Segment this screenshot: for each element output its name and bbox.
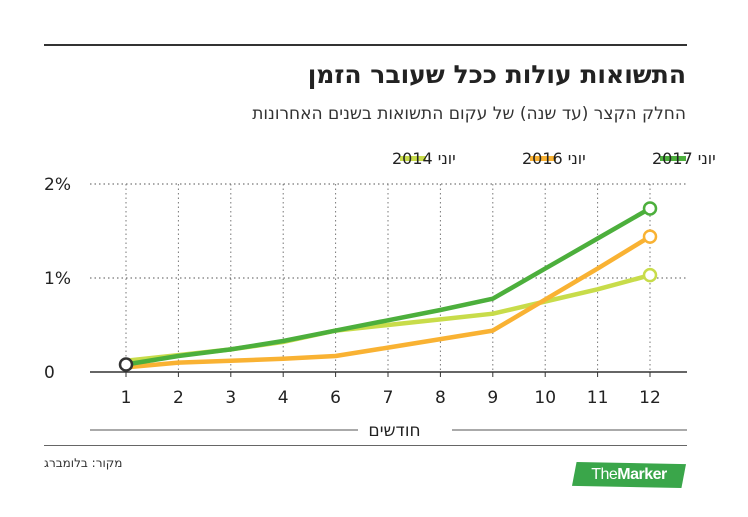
chart-title: התשואות עולות ככל שעובר הזמן: [307, 60, 686, 89]
x-tick-label: 8: [435, 388, 446, 408]
x-tick-label: 2: [173, 388, 184, 408]
logo-text-the: The: [591, 466, 618, 483]
grid: [90, 183, 687, 373]
x-tick-label: 9: [487, 388, 498, 408]
x-axis-title: חודשים: [368, 421, 420, 441]
x-tick-label: 4: [278, 388, 289, 408]
x-tick-label: 6: [330, 388, 341, 408]
x-tick-label: 7: [383, 388, 394, 408]
x-tick-label: 1: [121, 388, 132, 408]
legend-label: יוני 2016: [522, 149, 586, 168]
legend-label: יוני 2017: [652, 149, 716, 168]
legend-swatch: [400, 156, 426, 161]
series-line: [123, 234, 653, 370]
series-end-marker: [642, 267, 658, 283]
legend: יוני 2017 יוני 2016 יוני 2014: [392, 149, 716, 168]
y-axis: 0 1% 2%: [44, 175, 71, 383]
themarker-logo: TheMarker: [572, 462, 686, 488]
series-lines: [123, 206, 653, 370]
series-end-marker: [642, 229, 658, 244]
chart-subtitle: החלק הקצר (עד שנה) של עקום התשואות בשנים…: [252, 104, 686, 124]
y-tick-label: 2%: [44, 175, 71, 195]
series-line: [123, 206, 653, 367]
legend-label: יוני 2014: [392, 149, 456, 168]
logo-text-marker: Marker: [617, 466, 667, 483]
source-rule: [44, 445, 687, 446]
legend-swatch: [530, 156, 556, 161]
top-rule: [44, 44, 687, 46]
y-tick-label: 1%: [44, 269, 71, 289]
x-tick-label: 12: [639, 388, 661, 408]
series-end-marker: [642, 201, 658, 216]
x-tick-label: 11: [587, 388, 609, 408]
x-tick-label: 3: [225, 388, 236, 408]
start-marker: [118, 357, 134, 372]
x-tick-label: 10: [534, 388, 556, 408]
source-note: מקור: בלומברג: [44, 456, 123, 470]
y-tick-label: 0: [44, 363, 55, 383]
end-markers: [118, 201, 658, 372]
legend-swatch: [660, 156, 686, 161]
